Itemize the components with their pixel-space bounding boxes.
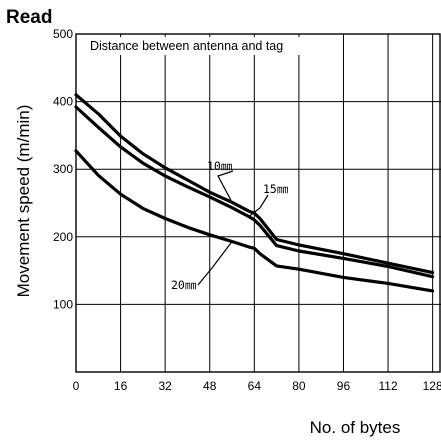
y-tick-label: 400	[53, 95, 73, 109]
series-label: 10㎜	[207, 159, 233, 173]
plot-frame	[75, 33, 441, 373]
series-line	[74, 149, 435, 293]
x-tick-label: 16	[114, 379, 128, 393]
x-tick-label: 112	[378, 379, 397, 393]
x-tick-label: 80	[292, 379, 306, 393]
x-tick-label: 128	[423, 379, 441, 393]
note-background	[84, 37, 336, 55]
y-tick-label: 200	[53, 230, 73, 244]
y-tick-label: 300	[53, 162, 73, 176]
x-tick-label: 64	[248, 379, 262, 393]
x-axis-label: No. of bytes	[310, 418, 401, 437]
gridlines	[76, 34, 441, 372]
series-label-leader	[248, 194, 269, 217]
y-axis-label: Movement speed (m/min)	[14, 105, 33, 298]
x-tick-label: 48	[203, 379, 217, 393]
series-label: 15㎜	[263, 182, 289, 196]
series-lines	[74, 93, 435, 293]
series-label-leader	[197, 241, 233, 286]
chart-title: Read	[6, 7, 52, 28]
series-line	[74, 93, 435, 275]
chart-note: Distance between antenna and tag	[90, 39, 283, 53]
y-tick-label: 100	[53, 297, 73, 311]
series-label: 20㎜	[171, 278, 197, 292]
series-line	[74, 105, 435, 279]
x-tick-label: 96	[337, 379, 351, 393]
x-tick-label: 32	[158, 379, 172, 393]
series-labels: 10㎜ 15㎜ 20㎜	[171, 159, 289, 292]
series-label-leader	[217, 170, 234, 203]
tick-labels: 0 16 32 48 64 80 96 112 128 100 200 300 400 500	[53, 27, 441, 393]
y-tick-label: 500	[53, 27, 73, 41]
x-tick-label: 0	[73, 379, 80, 393]
